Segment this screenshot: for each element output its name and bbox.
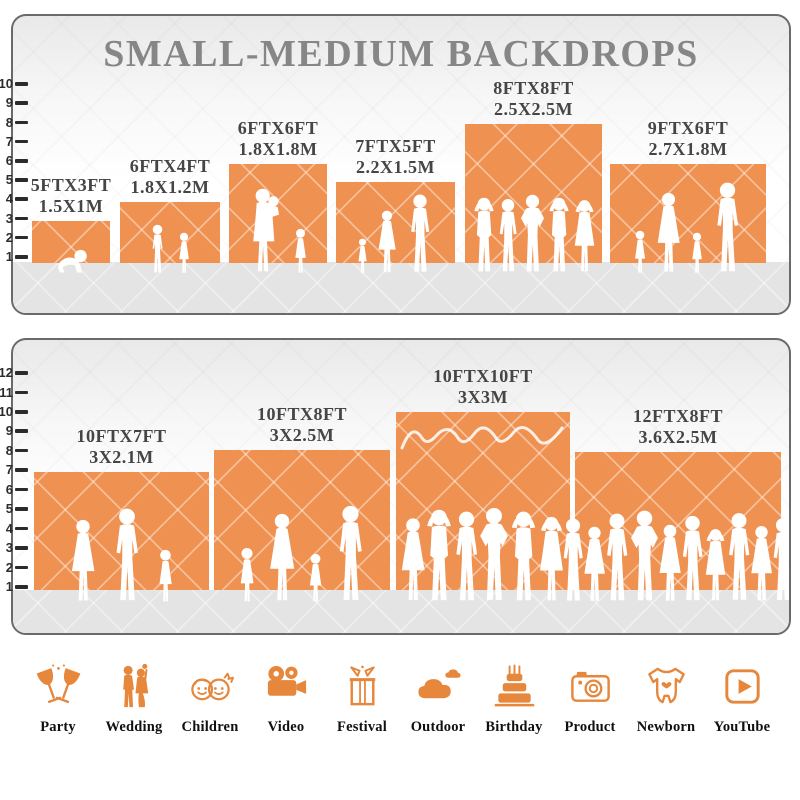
backdrop-size-ft: 8FTX8FT (493, 78, 574, 98)
backdrop-size-ft: 5FTX3FT (30, 175, 112, 195)
outdoor-icon (415, 663, 462, 710)
category-newborn: Newborn (630, 663, 702, 736)
backdrop-size-label: 6FTX4FT 1.8X1.2M (130, 156, 211, 198)
festival-icon (339, 663, 386, 710)
category-product: Product (554, 663, 626, 736)
backdrop-size-label: 10FTX10FT 3X3M (433, 366, 533, 408)
backdrop-size-m: 1.8X1.8M (238, 139, 318, 159)
category-label: Festival (337, 719, 387, 735)
category-children: Children (174, 663, 246, 736)
floor-bottom (13, 590, 789, 633)
backdrop-size-m: 1.5X1M (38, 196, 104, 216)
script-watermark (400, 426, 564, 450)
birthday-icon (491, 663, 538, 710)
backdrop-size-label: 9FTX6FT 2.7X1.8M (648, 118, 729, 160)
category-label: YouTube (713, 719, 771, 735)
backdrop-size-m: 3X3M (457, 387, 508, 407)
panel-medium-large: 10FTX7FT 3X2.1M 10FTX8FT 3X2.5M 10FTX10FT 3X3… (11, 338, 791, 635)
category-festival: Festival (326, 663, 398, 736)
youtube-icon (719, 663, 766, 710)
wedding-icon (111, 663, 158, 710)
category-label: Newborn (636, 719, 696, 735)
category-youtube: YouTube (706, 663, 778, 736)
backdrop-size-m: 3X2.5M (269, 425, 335, 445)
backdrop-rect (465, 124, 602, 263)
category-wedding: Wedding (98, 663, 170, 736)
backdrop-rect (120, 202, 220, 263)
backdrop-rect (610, 164, 766, 263)
backdrop-size-m: 2.2X1.5M (355, 157, 435, 177)
category-video: Video (250, 663, 322, 736)
category-label: Wedding (105, 719, 163, 735)
backdrop-size-label: 12FTX8FT 3.6X2.5M (633, 406, 723, 448)
backdrop-size-ft: 6FTX6FT (237, 118, 319, 138)
floor-top (13, 262, 789, 313)
newborn-icon (643, 663, 690, 710)
backdrop-size-m: 3X2.1M (89, 447, 154, 467)
backdrop-rect (336, 182, 455, 263)
product-icon (567, 663, 614, 710)
backdrop-size-label: 10FTX7FT 3X2.1M (76, 426, 166, 468)
backdrop-size-ft: 12FTX8FT (632, 406, 724, 426)
backdrop-size-m: 3.6X2.5M (638, 427, 718, 447)
category-label: Birthday (485, 719, 543, 735)
backdrop-size-label: 8FTX8FT 2.5X2.5M (493, 78, 574, 120)
category-birthday: Birthday (478, 663, 550, 736)
backdrop-size-label: 7FTX5FT 2.2X1.5M (355, 136, 436, 178)
category-label: Video (267, 719, 305, 735)
backdrop-size-ft: 10FTX10FT (433, 366, 533, 386)
backdrop-size-label: 10FTX8FT 3X2.5M (257, 404, 347, 446)
category-row: Party Wedding Children Video Festival Outdoor… (22, 663, 778, 736)
video-icon (263, 663, 310, 710)
page-title: SMALL-MEDIUM BACKDROPS (103, 33, 699, 75)
backdrop-size-m: 2.7X1.8M (648, 139, 728, 159)
category-label: Party (40, 719, 76, 735)
category-label: Children (181, 719, 239, 735)
panel-small-medium: SMALL-MEDIUM BACKDROPS 5FTX3FT 1.5X1M 6FTX… (11, 14, 791, 315)
children-icon (187, 663, 234, 710)
backdrop-size-ft: 9FTX6FT (647, 118, 729, 138)
backdrop-rect (396, 412, 570, 590)
backdrop-size-ft: 7FTX5FT (355, 136, 436, 156)
party-icon (35, 663, 82, 710)
backdrop-rect (214, 450, 390, 590)
backdrop-size-label: 5FTX3FT 1.5X1M (31, 175, 112, 217)
backdrop-rect (32, 221, 110, 263)
backdrop-size-label: 6FTX6FT 1.8X1.8M (238, 118, 319, 160)
backdrop-rect (229, 164, 327, 263)
category-label: Product (564, 719, 616, 735)
backdrop-rect (575, 452, 781, 590)
backdrop-size-ft: 6FTX4FT (129, 156, 211, 176)
backdrop-rect (34, 472, 209, 590)
backdrop-size-m: 2.5X2.5M (493, 99, 573, 119)
category-party: Party (22, 663, 94, 736)
backdrop-size-ft: 10FTX8FT (256, 404, 348, 424)
category-label: Outdoor (410, 719, 466, 735)
category-outdoor: Outdoor (402, 663, 474, 736)
backdrop-size-m: 1.8X1.2M (130, 177, 210, 197)
backdrop-size-ft: 10FTX7FT (76, 426, 167, 446)
